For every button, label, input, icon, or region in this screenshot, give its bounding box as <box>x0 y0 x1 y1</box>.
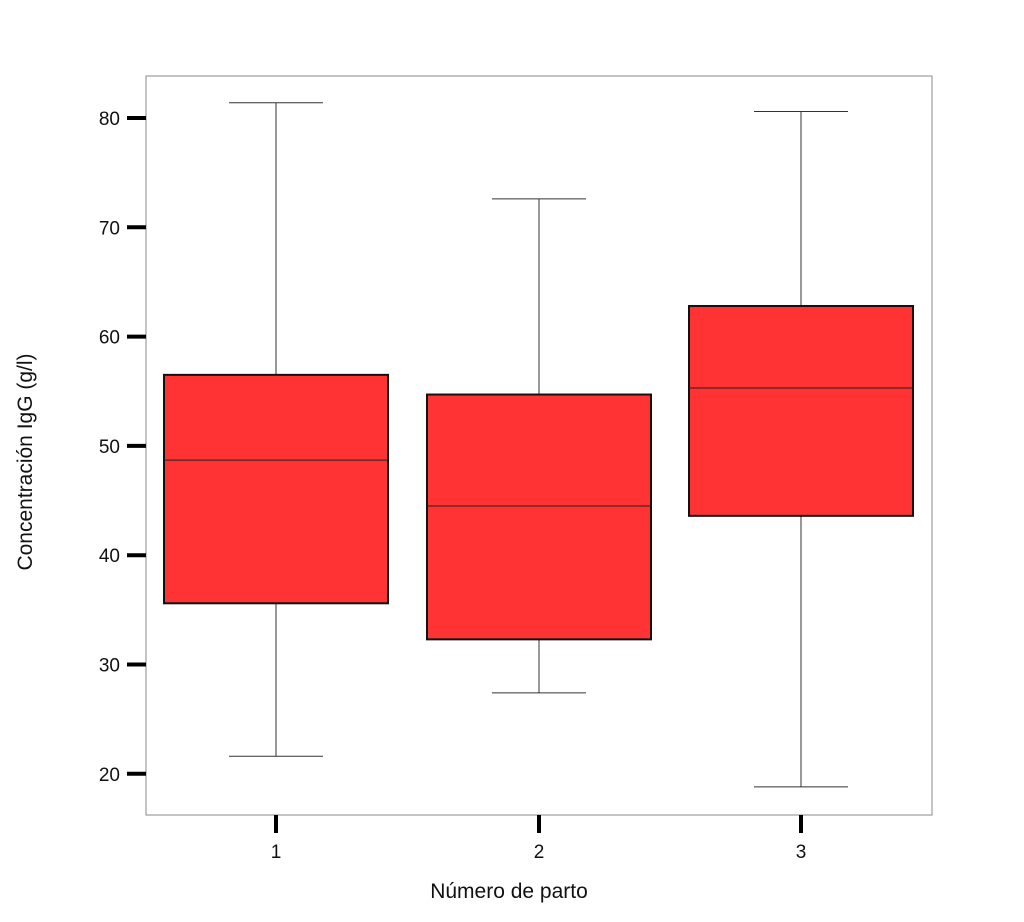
boxes-layer <box>163 102 914 788</box>
y-tick-label-70: 70 <box>99 218 120 239</box>
x-axis: 1 2 3 <box>271 815 807 863</box>
y-tick-label-50: 50 <box>99 437 120 458</box>
x-axis-title: Número de parto <box>430 880 588 903</box>
y-tick-label-40: 40 <box>99 546 120 567</box>
box-3 <box>688 304 914 517</box>
x-tick-label-2: 2 <box>534 842 545 863</box>
x-tick-label-3: 3 <box>796 842 807 863</box>
box-2 <box>426 393 652 641</box>
y-tick-label-80: 80 <box>99 109 120 130</box>
box-1 <box>163 373 389 605</box>
y-axis-title: Concentración IgG (g/l) <box>14 353 37 570</box>
y-axis: 20 30 40 50 60 70 80 <box>99 109 146 786</box>
y-tick-label-60: 60 <box>99 328 120 349</box>
y-tick-label-20: 20 <box>99 765 120 786</box>
x-tick-label-1: 1 <box>271 842 282 863</box>
y-tick-label-30: 30 <box>99 656 120 677</box>
